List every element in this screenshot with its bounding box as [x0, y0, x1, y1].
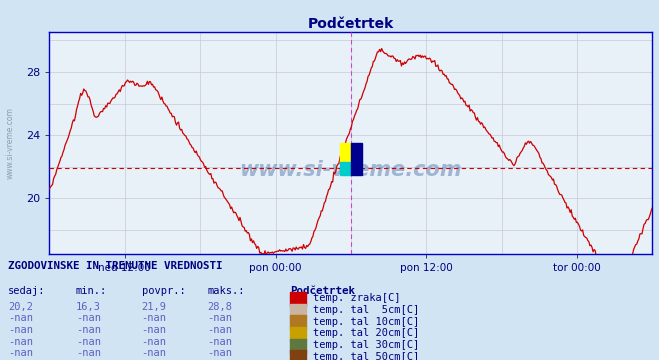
Text: -nan: -nan — [208, 313, 233, 323]
Text: www.si-vreme.com: www.si-vreme.com — [240, 160, 462, 180]
Text: www.si-vreme.com: www.si-vreme.com — [6, 107, 14, 179]
Bar — [290, 327, 306, 341]
Bar — [340, 162, 351, 175]
Text: -nan: -nan — [142, 348, 167, 358]
Text: -nan: -nan — [76, 325, 101, 335]
Bar — [290, 292, 306, 306]
Text: 16,3: 16,3 — [76, 302, 101, 312]
Text: -nan: -nan — [76, 313, 101, 323]
Title: Podčetrtek: Podčetrtek — [308, 17, 394, 31]
Text: povpr.:: povpr.: — [142, 286, 185, 296]
Text: temp. zraka[C]: temp. zraka[C] — [313, 293, 401, 303]
Text: temp. tal 20cm[C]: temp. tal 20cm[C] — [313, 328, 419, 338]
Text: sedaj:: sedaj: — [8, 286, 45, 296]
Text: temp. tal 30cm[C]: temp. tal 30cm[C] — [313, 340, 419, 350]
Text: -nan: -nan — [8, 348, 33, 358]
Text: min.:: min.: — [76, 286, 107, 296]
Text: 20,2: 20,2 — [8, 302, 33, 312]
Text: Podčetrtek: Podčetrtek — [290, 286, 355, 296]
Text: -nan: -nan — [142, 337, 167, 347]
Text: -nan: -nan — [208, 348, 233, 358]
Text: 21,9: 21,9 — [142, 302, 167, 312]
Text: temp. tal 50cm[C]: temp. tal 50cm[C] — [313, 352, 419, 360]
Text: -nan: -nan — [8, 313, 33, 323]
Text: -nan: -nan — [76, 348, 101, 358]
Bar — [290, 315, 306, 329]
Text: -nan: -nan — [208, 325, 233, 335]
Text: ZGODOVINSKE IN TRENUTNE VREDNOSTI: ZGODOVINSKE IN TRENUTNE VREDNOSTI — [8, 261, 222, 271]
Text: temp. tal 10cm[C]: temp. tal 10cm[C] — [313, 317, 419, 327]
Text: -nan: -nan — [208, 337, 233, 347]
Text: -nan: -nan — [142, 325, 167, 335]
Text: 28,8: 28,8 — [208, 302, 233, 312]
Text: maks.:: maks.: — [208, 286, 245, 296]
Text: temp. tal  5cm[C]: temp. tal 5cm[C] — [313, 305, 419, 315]
Bar — [351, 143, 362, 175]
Text: -nan: -nan — [8, 337, 33, 347]
Bar — [290, 350, 306, 360]
Text: -nan: -nan — [76, 337, 101, 347]
Bar — [290, 339, 306, 352]
Text: -nan: -nan — [8, 325, 33, 335]
Bar — [290, 304, 306, 318]
Bar — [340, 143, 351, 162]
Text: -nan: -nan — [142, 313, 167, 323]
